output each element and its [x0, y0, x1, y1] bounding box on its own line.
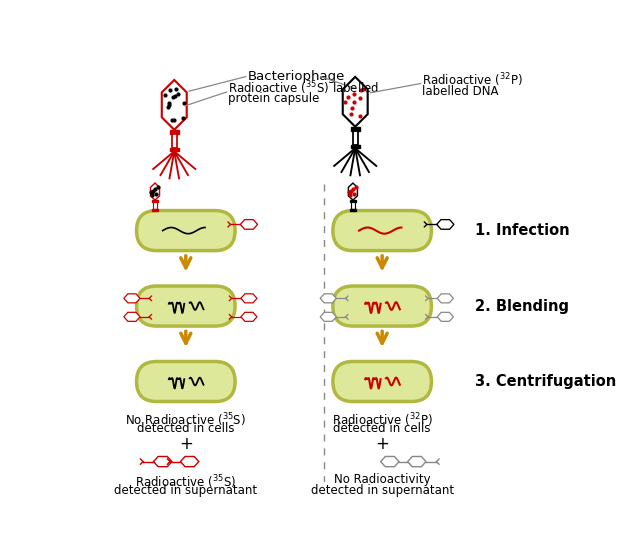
Bar [171, 134, 177, 148]
Text: No Radioactive ($^{35}$S): No Radioactive ($^{35}$S) [125, 411, 247, 429]
Text: +: + [375, 435, 389, 454]
Polygon shape [408, 456, 426, 467]
Text: detected in supernatant: detected in supernatant [114, 484, 257, 497]
Bar [351, 127, 360, 131]
Polygon shape [240, 220, 257, 229]
Polygon shape [320, 294, 336, 303]
Polygon shape [343, 77, 368, 127]
Bar [153, 202, 157, 209]
Polygon shape [437, 220, 454, 229]
FancyBboxPatch shape [137, 362, 235, 402]
Polygon shape [437, 294, 453, 303]
Text: Radioactive ($^{35}$S): Radioactive ($^{35}$S) [135, 473, 236, 491]
FancyBboxPatch shape [137, 286, 235, 326]
Polygon shape [180, 456, 199, 467]
FancyBboxPatch shape [333, 286, 431, 326]
Polygon shape [241, 294, 257, 303]
Bar [351, 209, 356, 211]
Bar [350, 200, 356, 202]
Polygon shape [150, 183, 160, 200]
Text: No Radioactivity: No Radioactivity [334, 473, 431, 486]
Bar [152, 209, 158, 211]
Bar [351, 202, 355, 209]
Polygon shape [124, 312, 140, 321]
Polygon shape [162, 80, 187, 130]
Text: 3. Centrifugation: 3. Centrifugation [474, 374, 616, 389]
Text: detected in cells: detected in cells [333, 422, 431, 435]
Polygon shape [153, 456, 172, 467]
Text: protein capsule: protein capsule [228, 92, 320, 105]
Bar [169, 130, 179, 134]
Text: Radioactive ($^{35}$S) labelled: Radioactive ($^{35}$S) labelled [228, 79, 379, 97]
Text: detected in supernatant: detected in supernatant [311, 484, 454, 497]
Bar [169, 148, 179, 151]
Text: 2. Blending: 2. Blending [474, 299, 569, 314]
FancyBboxPatch shape [333, 211, 431, 250]
Bar [352, 131, 358, 145]
Polygon shape [320, 312, 336, 321]
Text: Bacteriophage: Bacteriophage [247, 70, 345, 83]
Text: +: + [179, 435, 193, 454]
Polygon shape [124, 294, 140, 303]
Text: Radioactive ($^{32}$P): Radioactive ($^{32}$P) [332, 411, 433, 429]
Polygon shape [381, 456, 399, 467]
Bar [152, 200, 159, 202]
Polygon shape [349, 183, 358, 200]
Text: detected in cells: detected in cells [137, 422, 234, 435]
Text: 1. Infection: 1. Infection [474, 223, 569, 238]
FancyBboxPatch shape [333, 362, 431, 402]
Polygon shape [241, 312, 257, 321]
Bar [351, 145, 360, 149]
Text: Radioactive ($^{32}$P): Radioactive ($^{32}$P) [422, 72, 523, 89]
Polygon shape [437, 312, 453, 321]
Text: labelled DNA: labelled DNA [422, 85, 499, 98]
FancyBboxPatch shape [137, 211, 235, 250]
